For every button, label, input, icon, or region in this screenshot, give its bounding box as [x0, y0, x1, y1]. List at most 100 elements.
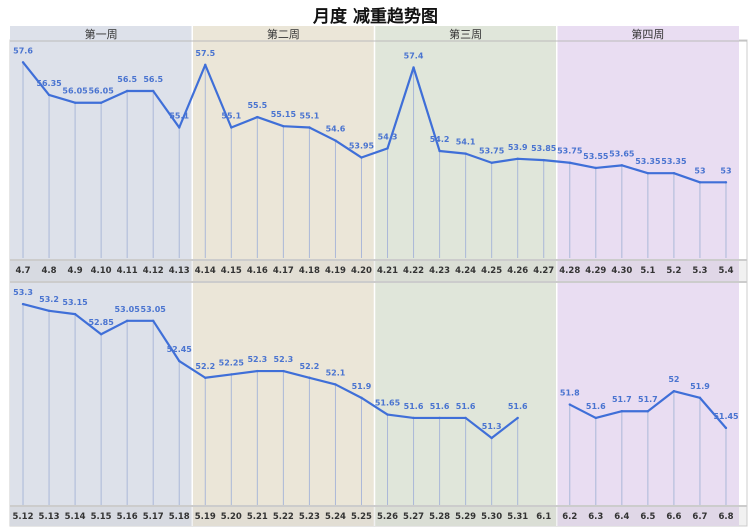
data-label: 56.5 [117, 75, 137, 84]
data-label: 56.35 [36, 79, 62, 88]
data-label: 51.6 [404, 402, 424, 411]
x-tick-label: 5.12 [13, 512, 34, 522]
x-tick-label: 5.31 [507, 512, 528, 522]
x-tick-label: 4.29 [585, 266, 606, 276]
x-tick-label: 4.9 [68, 266, 83, 276]
x-tick-label: 4.18 [299, 266, 320, 276]
data-label: 54.6 [326, 125, 346, 134]
data-point [464, 416, 467, 420]
data-label: 51.65 [375, 399, 401, 408]
data-label: 53.75 [479, 147, 505, 156]
x-tick-label: 4.17 [273, 266, 294, 276]
data-label: 53.9 [508, 143, 528, 152]
x-tick-label: 5.14 [65, 512, 86, 522]
data-point [698, 181, 702, 184]
data-point [151, 319, 155, 323]
x-tick-label: 4.27 [533, 266, 554, 276]
data-label: 53.2 [39, 295, 59, 304]
x-tick-label: 6.7 [692, 512, 707, 522]
x-tick-label: 4.21 [377, 266, 398, 276]
data-point [73, 101, 77, 104]
data-label: 51.9 [690, 382, 710, 391]
data-label: 51.8 [560, 389, 580, 398]
data-label: 57.4 [404, 51, 424, 60]
data-point [73, 312, 77, 316]
x-tick-label: 4.10 [91, 266, 112, 276]
data-point [256, 115, 259, 119]
data-label: 53.35 [661, 157, 687, 166]
data-label: 54.1 [456, 138, 476, 147]
data-point [151, 89, 155, 93]
data-label: 53 [694, 166, 705, 175]
data-point [21, 302, 25, 306]
data-point [178, 359, 181, 363]
x-tick-label: 5.17 [143, 512, 164, 522]
data-label: 51.7 [612, 395, 632, 404]
data-point [672, 389, 676, 393]
x-tick-label: 4.7 [15, 266, 30, 276]
x-tick-label: 5.1 [640, 266, 655, 276]
data-label: 52.1 [326, 368, 346, 377]
x-tick-label: 4.25 [481, 266, 502, 276]
data-point [438, 149, 441, 153]
x-tick-label: 4.15 [221, 266, 242, 276]
x-tick-label: 5.24 [325, 512, 346, 522]
data-point [490, 161, 493, 164]
data-point [386, 413, 389, 416]
x-tick-label: 4.26 [507, 266, 528, 276]
data-point [594, 166, 598, 170]
data-point [308, 376, 311, 379]
x-tick-label: 4.14 [195, 266, 216, 276]
chart-title: 月度 减重趋势图 [313, 7, 438, 27]
x-tick-label: 4.12 [143, 266, 164, 276]
data-point [516, 416, 519, 420]
x-tick-label: 4.24 [455, 266, 476, 276]
data-point [256, 369, 259, 373]
data-point [438, 416, 441, 420]
x-tick-label: 6.5 [640, 512, 655, 522]
data-label: 53.75 [557, 147, 583, 156]
data-label: 53.05 [115, 305, 141, 314]
data-point [47, 93, 51, 97]
data-point [204, 376, 207, 379]
x-tick-label: 4.30 [611, 266, 632, 276]
week-label: 第一周 [85, 27, 118, 41]
data-point [620, 410, 624, 413]
x-tick-label: 5.2 [666, 266, 681, 276]
data-label: 54.2 [430, 135, 450, 144]
x-tick-label: 5.22 [273, 512, 294, 522]
week-label: 第三周 [449, 27, 482, 41]
x-tick-label: 6.1 [536, 512, 551, 522]
x-tick-label: 5.18 [169, 512, 190, 522]
data-point [542, 158, 545, 162]
data-point [334, 139, 337, 142]
data-point [646, 171, 650, 175]
data-point [230, 126, 233, 129]
x-tick-label: 5.29 [455, 512, 476, 522]
data-label: 53.95 [349, 142, 375, 151]
data-label: 52.2 [195, 362, 215, 371]
x-tick-label: 5.3 [692, 266, 707, 276]
axis-strip [10, 506, 747, 526]
data-label: 56.05 [62, 87, 88, 96]
x-tick-label: 5.4 [718, 266, 733, 276]
data-label: 52.85 [88, 318, 114, 327]
data-label: 51.9 [352, 382, 372, 391]
data-point [724, 426, 728, 430]
data-label: 57.5 [195, 49, 215, 58]
data-label: 55.1 [221, 112, 241, 121]
data-point [282, 369, 285, 373]
x-tick-label: 6.8 [718, 512, 733, 522]
x-tick-label: 5.26 [377, 512, 398, 522]
data-point [230, 373, 233, 376]
data-label: 52.3 [247, 355, 267, 364]
data-point [178, 126, 181, 129]
data-point [282, 125, 285, 128]
data-label: 55.15 [271, 110, 297, 119]
data-label: 51.45 [713, 412, 739, 421]
data-label: 57.6 [13, 46, 33, 55]
x-tick-label: 5.23 [299, 512, 320, 522]
data-label: 55.1 [169, 112, 189, 121]
data-point [620, 164, 624, 167]
